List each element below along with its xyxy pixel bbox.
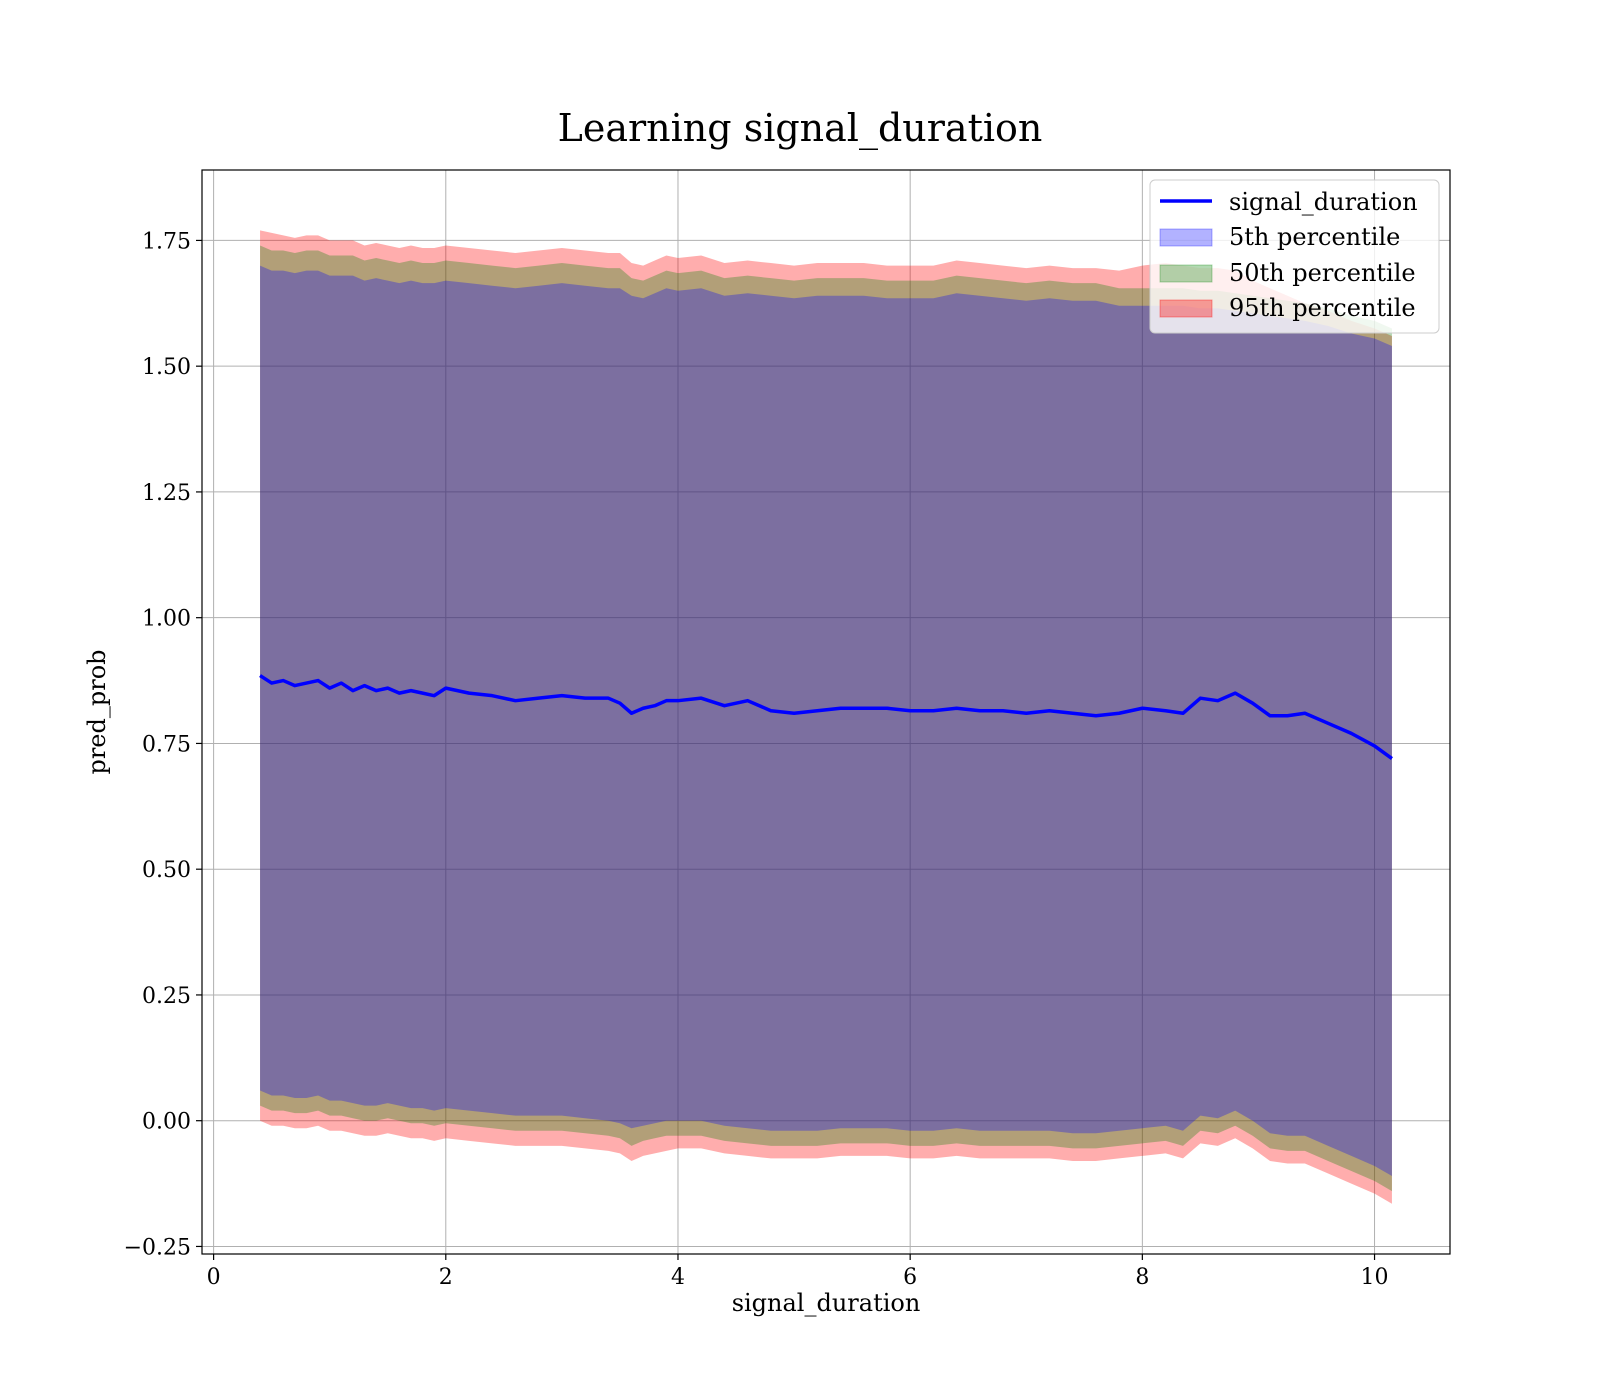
legend-label-50th: 50th percentile xyxy=(1229,259,1416,287)
x-tick-label: 8 xyxy=(1135,1265,1149,1290)
y-tick-label: 0.25 xyxy=(142,984,191,1009)
legend-label-line: signal_duration xyxy=(1229,188,1418,216)
band-5th-percentile xyxy=(260,265,1392,1177)
x-tick-label: 4 xyxy=(671,1265,685,1290)
y-tick-label: 1.75 xyxy=(142,229,191,254)
y-tick-label: 0.00 xyxy=(142,1110,191,1135)
legend-swatch-50th xyxy=(1159,264,1213,283)
band-50th-percentile xyxy=(260,245,1392,1192)
legend: signal_duration 5th percentile 50th perc… xyxy=(1149,179,1440,334)
legend-box xyxy=(1149,179,1440,334)
x-tick-label: 10 xyxy=(1361,1265,1389,1290)
y-tick-label: 1.00 xyxy=(142,607,191,632)
x-tick-label: 2 xyxy=(439,1265,453,1290)
series-line-signal-duration xyxy=(259,674,1393,760)
y-axis-ticks: −0.25 0.00 0.25 0.50 0.75 1.00 1.25 1.50 1.75 xyxy=(124,229,202,1260)
chart-title: Learning signal_duration xyxy=(558,106,1043,151)
legend-swatch-5th xyxy=(1159,228,1213,247)
y-tick-label: 0.50 xyxy=(142,858,191,883)
percentile-bands xyxy=(260,230,1392,1204)
y-axis-label: pred_prob xyxy=(83,649,111,774)
x-tick-label: 0 xyxy=(207,1265,221,1290)
x-axis-label: signal_duration xyxy=(732,1289,921,1317)
y-tick-label: 1.50 xyxy=(142,355,191,380)
plot-frame xyxy=(201,169,1451,1255)
grid xyxy=(202,170,1450,1254)
y-tick-label: 1.25 xyxy=(142,481,191,506)
legend-label-5th: 5th percentile xyxy=(1229,223,1400,251)
series-line-layer xyxy=(259,674,1393,760)
x-axis-ticks: 0 2 4 6 8 10 xyxy=(207,1254,1389,1290)
legend-swatch-95th xyxy=(1159,299,1213,318)
x-tick-label: 6 xyxy=(903,1265,917,1290)
legend-label-95th: 95th percentile xyxy=(1229,294,1416,322)
y-tick-label: 0.75 xyxy=(142,732,191,757)
y-tick-label: −0.25 xyxy=(124,1235,191,1260)
band-95th-percentile xyxy=(260,230,1392,1204)
